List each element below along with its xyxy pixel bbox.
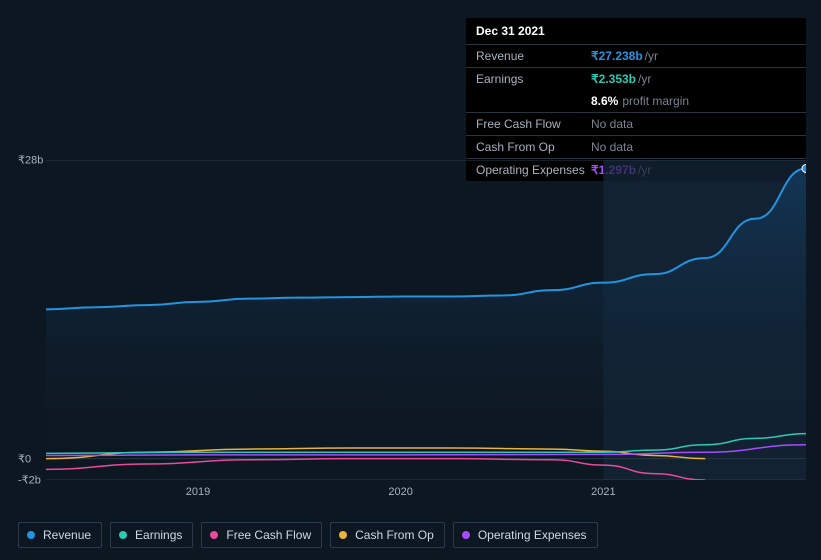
tooltip-date: Dec 31 2021 <box>466 18 806 44</box>
legend-swatch <box>119 531 127 539</box>
tooltip-row: Free Cash FlowNo data <box>466 112 806 135</box>
y-axis-label: ₹0 <box>18 452 48 465</box>
legend-item-fcf[interactable]: Free Cash Flow <box>201 522 322 548</box>
tooltip-secondary: 8.6%profit margin <box>591 94 689 108</box>
legend-item-earnings[interactable]: Earnings <box>110 522 193 548</box>
tooltip-value-nodata: No data <box>591 117 633 131</box>
y-axis-label: -₹2b <box>18 474 48 487</box>
tooltip-label: Free Cash Flow <box>476 117 591 131</box>
tooltip-row: Cash From OpNo data <box>466 135 806 158</box>
tooltip-value-nodata: No data <box>591 140 633 154</box>
legend-swatch <box>462 531 470 539</box>
legend-swatch <box>210 531 218 539</box>
y-axis-label: ₹28b <box>18 154 48 167</box>
legend-item-cash_from_op[interactable]: Cash From Op <box>330 522 445 548</box>
legend-item-opex[interactable]: Operating Expenses <box>453 522 598 548</box>
legend-label: Earnings <box>135 528 182 542</box>
chart-tooltip: Dec 31 2021Revenue₹27.238b/yrEarnings₹2.… <box>466 18 806 181</box>
legend-label: Free Cash Flow <box>226 528 311 542</box>
x-axis-label: 2020 <box>388 486 412 498</box>
legend-swatch <box>27 531 35 539</box>
tooltip-row-secondary: 8.6%profit margin <box>466 90 806 112</box>
legend-label: Revenue <box>43 528 91 542</box>
tooltip-row: Revenue₹27.238b/yr <box>466 44 806 67</box>
tooltip-row: Earnings₹2.353b/yr <box>466 67 806 90</box>
legend-label: Operating Expenses <box>478 528 587 542</box>
financial-chart[interactable]: ₹28b₹0-₹2b201920202021 <box>18 160 806 480</box>
legend-item-revenue[interactable]: Revenue <box>18 522 102 548</box>
tooltip-label: Cash From Op <box>476 140 591 154</box>
chart-legend: Revenue Earnings Free Cash Flow Cash From O… <box>18 522 598 548</box>
tooltip-label: Revenue <box>476 49 591 63</box>
x-axis-label: 2021 <box>591 486 615 498</box>
x-axis-label: 2019 <box>186 486 210 498</box>
legend-swatch <box>339 531 347 539</box>
tooltip-label: Earnings <box>476 72 591 86</box>
tooltip-value: ₹27.238b/yr <box>591 49 658 63</box>
legend-label: Cash From Op <box>355 528 434 542</box>
tooltip-value: ₹2.353b/yr <box>591 72 651 86</box>
chart-plot <box>46 160 806 480</box>
